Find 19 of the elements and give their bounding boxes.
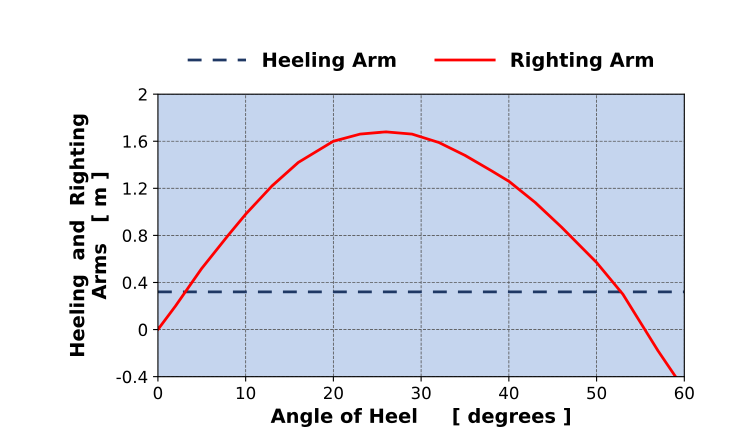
y-tick-label: 2	[138, 88, 147, 100]
y-tick-label: 1.6	[124, 135, 148, 148]
y-tick-label: 0	[138, 324, 148, 336]
legend-label: Righting Arm	[512, 52, 654, 72]
y-tick-label: -0.4	[116, 370, 148, 384]
x-tick-label: 60	[674, 386, 694, 400]
x-tick-label: 20	[324, 386, 343, 400]
y-axis-title: Heeling and Righting Arms [ m ]	[69, 114, 109, 356]
x-tick-label: 30	[412, 386, 431, 400]
y-tick-label: 1.2	[124, 182, 147, 195]
x-tick-label: 0	[154, 386, 162, 400]
y-tick-label: 0.4	[122, 276, 148, 290]
x-tick-label: 40	[499, 386, 518, 400]
x-tick-label: 50	[587, 386, 606, 400]
x-tick-label: 10	[236, 386, 256, 400]
line-series	[158, 130, 677, 377]
legend-label: Heeling Arm	[263, 52, 396, 72]
y-tick-label: 0.8	[122, 229, 148, 242]
x-axis-title: Angle of Heel [ degrees ]	[270, 408, 570, 428]
